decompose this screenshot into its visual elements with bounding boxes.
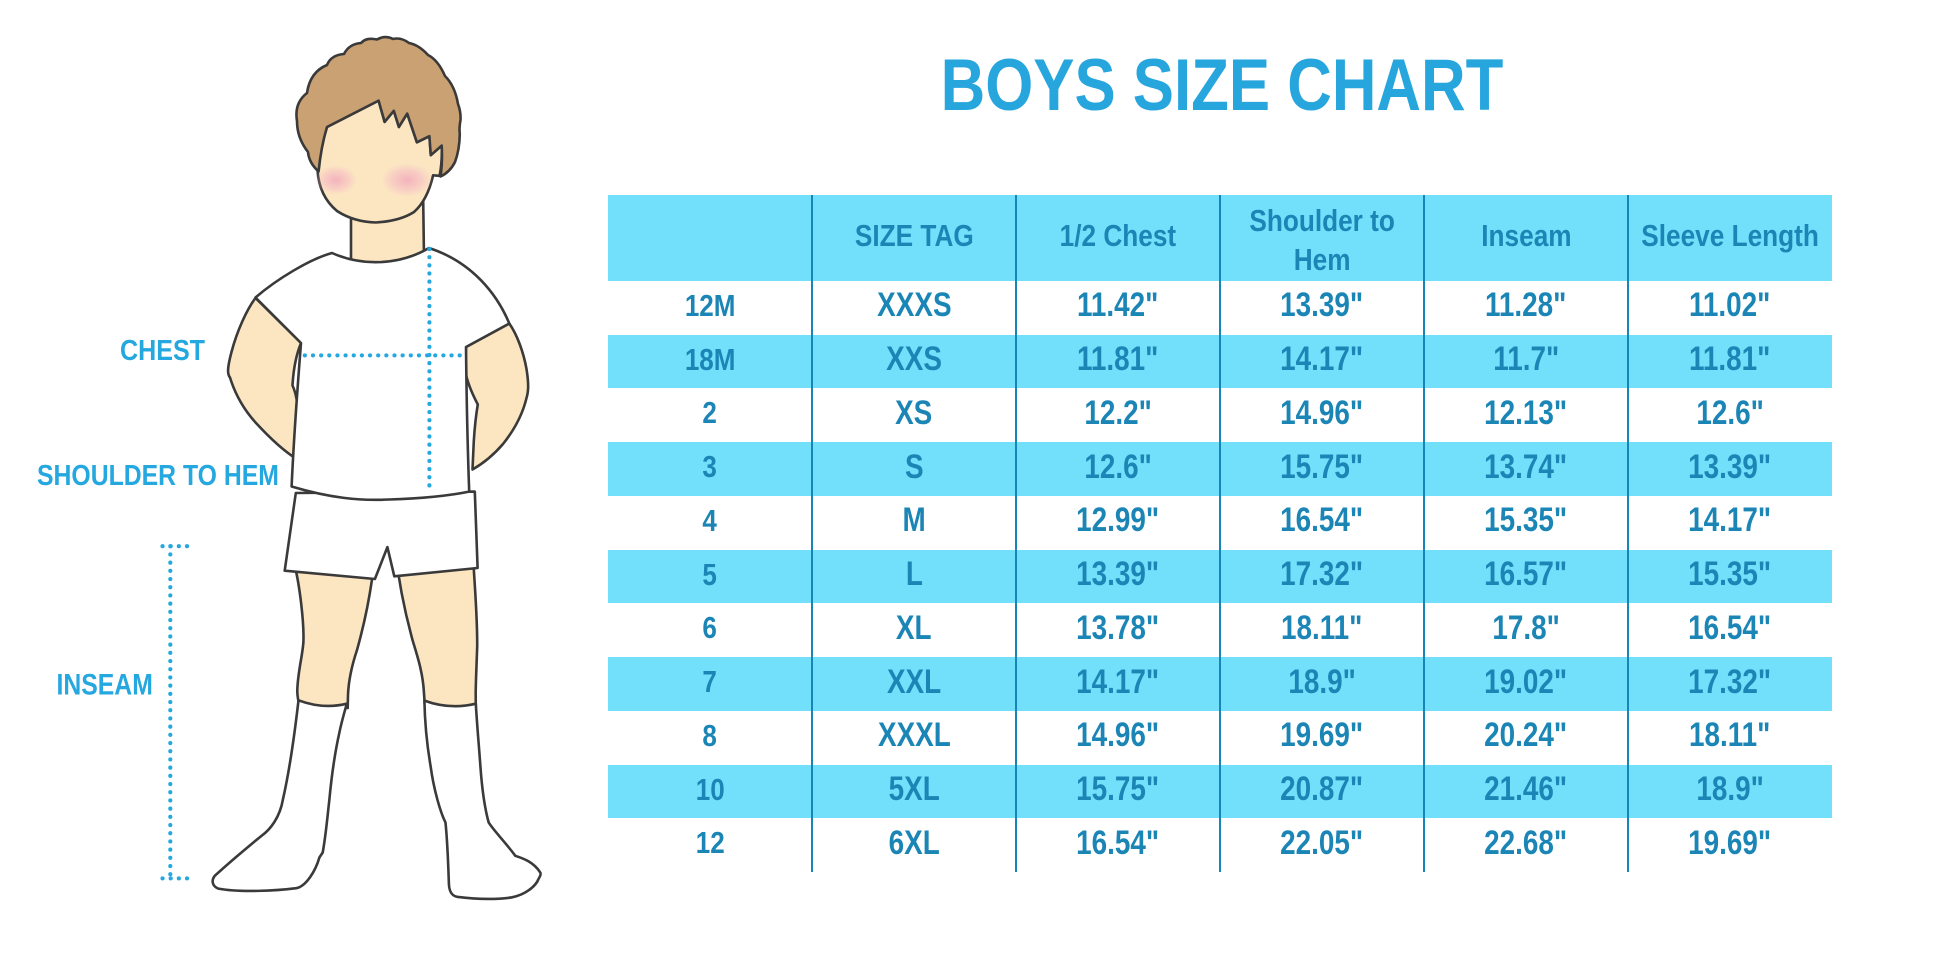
svg-text:CHEST: CHEST: [120, 333, 205, 366]
svg-text:SHOULDER TO HEM: SHOULDER TO HEM: [37, 459, 279, 491]
svg-text:INSEAM: INSEAM: [57, 667, 153, 701]
